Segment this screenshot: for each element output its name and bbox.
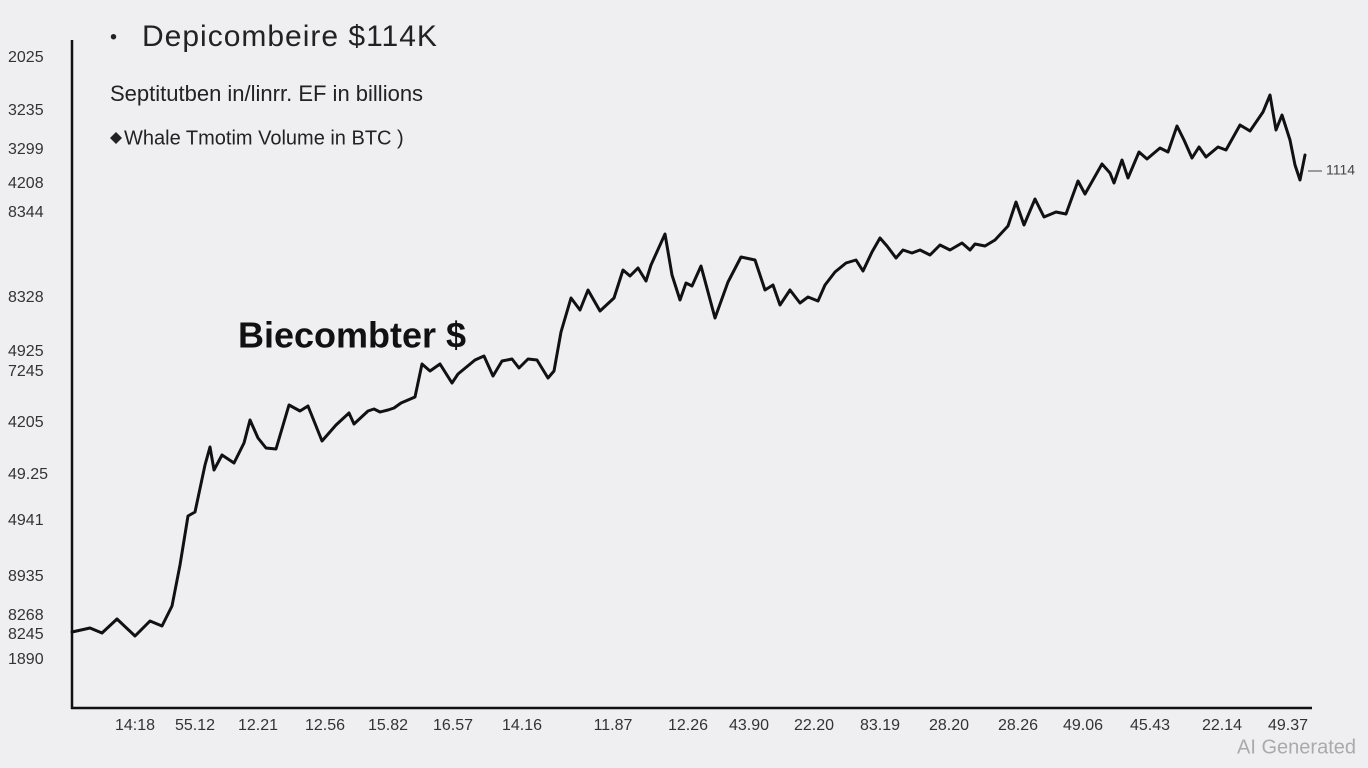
x-tick-label: 49.06 — [1063, 717, 1103, 734]
y-tick-label: 2025 — [8, 49, 44, 66]
x-tick-label: 22.20 — [794, 717, 834, 734]
x-tick-label: 11.87 — [594, 717, 633, 734]
x-tick-label: 14.16 — [502, 717, 542, 734]
y-tick-label: 7245 — [8, 363, 44, 380]
y-tick-label: 3299 — [8, 141, 44, 158]
end-label: 1114 — [1326, 162, 1355, 178]
y-tick-label: 4208 — [8, 175, 44, 192]
y-tick-label: 3235 — [8, 102, 44, 119]
data-line — [70, 93, 1307, 638]
x-tick-label: 28.26 — [998, 717, 1038, 734]
x-tick-label: 15.82 — [368, 717, 408, 734]
x-tick-label: 16.57 — [433, 717, 473, 734]
x-tick-label: 55.12 — [175, 717, 215, 734]
x-tick-label: 22.14 — [1202, 717, 1242, 734]
x-tick-label: 43.90 — [729, 717, 769, 734]
y-tick-label: 8344 — [8, 204, 44, 221]
x-tick-label: 12.21 — [238, 717, 278, 734]
watermark: AI Generated — [1237, 736, 1356, 758]
title-marker: • — [110, 26, 117, 48]
x-tick-label: 12.26 — [668, 717, 708, 734]
x-tick-label: 49.37 — [1268, 717, 1308, 734]
y-tick-label: 8328 — [8, 289, 44, 306]
x-tick-label: 83.19 — [860, 717, 900, 734]
chart-title: Depicombeire $114K — [142, 20, 438, 53]
y-tick-label: 8268 — [8, 607, 44, 624]
y-tick-label: 8245 — [8, 626, 44, 643]
x-tick-label: 12.56 — [305, 717, 345, 734]
legend-label: Whale Tmotim Volume in BTC ) — [124, 127, 404, 149]
y-tick-label: 4925 — [8, 343, 44, 360]
annotation: Biecombter $ — [238, 315, 466, 356]
y-tick-label: 49.25 — [8, 466, 48, 483]
y-tick-label: 4941 — [8, 512, 44, 529]
x-tick-label: 28.20 — [929, 717, 969, 734]
y-tick-label: 8935 — [8, 568, 44, 585]
legend-marker — [110, 132, 122, 144]
y-tick-label: 4205 — [8, 414, 44, 431]
x-tick-label: 14:18 — [115, 717, 155, 734]
chart-subtitle: Septitutben in/linrr. EF in billions — [110, 81, 423, 106]
y-tick-label: 1890 — [8, 651, 44, 668]
x-tick-label: 45.43 — [1130, 717, 1170, 734]
